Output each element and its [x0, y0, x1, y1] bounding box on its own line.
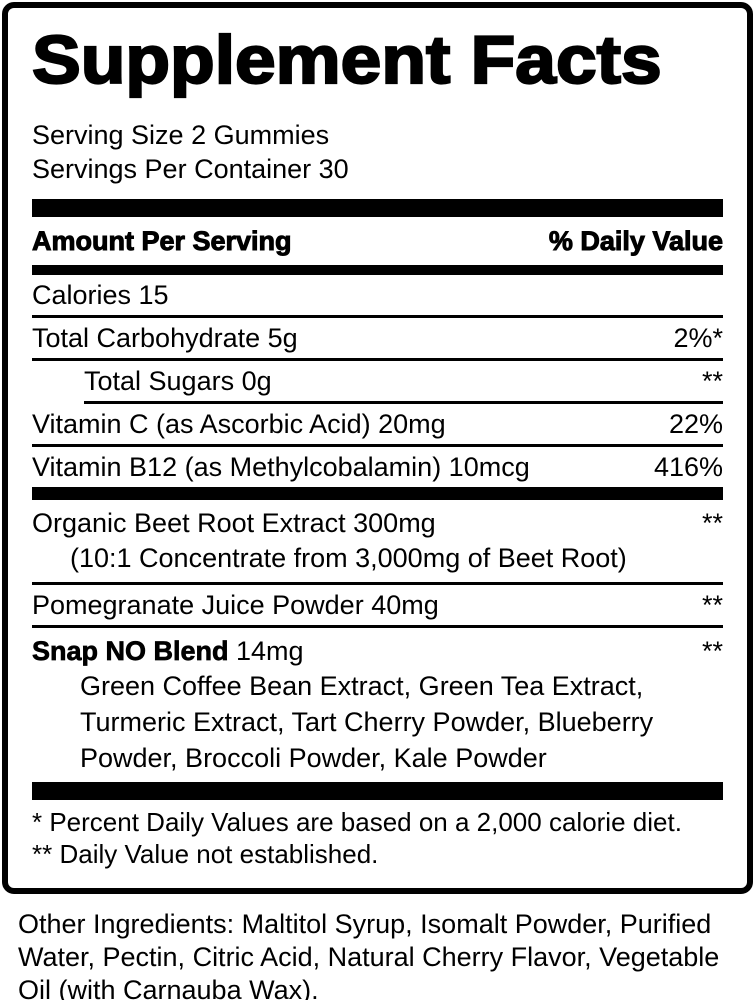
nutrient-value: **	[701, 366, 723, 396]
blend-ingredients: Green Coffee Bean Extract, Green Tea Ext…	[80, 671, 654, 773]
nutrient-value: 22%	[668, 409, 723, 439]
divider-thick-middle	[32, 487, 723, 500]
nutrient-row-total-carbohydrate: Total Carbohydrate 5g 2%*	[32, 318, 723, 358]
footnotes: * Percent Daily Values are based on a 2,…	[32, 806, 723, 870]
divider-medium	[32, 265, 723, 275]
divider-thin	[32, 625, 723, 628]
daily-value-header: % Daily Value	[548, 226, 723, 257]
panel-title: Supplement Facts	[31, 22, 663, 98]
nutrient-name: Total Carbohydrate 5g	[32, 323, 298, 353]
nutrient-value: 416%	[653, 452, 723, 482]
footnote-daily-value: * Percent Daily Values are based on a 2,…	[32, 807, 682, 837]
nutrient-name: Vitamin C (as Ascorbic Acid) 20mg	[32, 409, 446, 439]
divider-thin	[32, 582, 723, 585]
supplement-facts-panel: Supplement Facts Serving Size 2 Gummies …	[2, 2, 753, 894]
footnote-not-established: ** Daily Value not established.	[32, 839, 379, 869]
divider-thin	[32, 358, 723, 361]
nutrient-value: **	[701, 508, 723, 538]
nutrient-value: 2%*	[673, 323, 723, 353]
nutrient-row-pomegranate: Pomegranate Juice Powder 40mg **	[32, 585, 723, 625]
divider-thin	[32, 315, 723, 318]
nutrient-value: **	[701, 636, 723, 666]
column-header-row: Amount Per Serving % Daily Value	[32, 217, 724, 265]
nutrient-name: Snap NO Blend 14mg	[32, 634, 304, 668]
nutrient-row-total-sugars: Total Sugars 0g **	[32, 361, 723, 401]
divider-thin	[32, 444, 723, 447]
nutrient-row-beet-root: Organic Beet Root Extract 300mg ** (10:1…	[32, 500, 723, 582]
blend-name: Snap NO Blend	[32, 636, 229, 667]
nutrient-name: Calories 15	[32, 280, 169, 310]
blend-amount: 14mg	[228, 636, 304, 666]
serving-size: Serving Size 2 Gummies	[32, 120, 330, 150]
nutrient-name: Pomegranate Juice Powder 40mg	[32, 590, 439, 620]
nutrient-value: **	[701, 590, 723, 620]
nutrient-row-snap-no-blend: Snap NO Blend 14mg ** Green Coffee Bean …	[32, 628, 723, 782]
amount-per-serving-header: Amount Per Serving	[32, 226, 293, 257]
nutrient-row-vitamin-c: Vitamin C (as Ascorbic Acid) 20mg 22%	[32, 404, 723, 444]
nutrient-name: Organic Beet Root Extract 300mg	[32, 508, 436, 538]
divider-thick-bottom	[32, 782, 723, 800]
nutrient-name: Vitamin B12 (as Methylcobalamin) 10mcg	[32, 452, 530, 482]
servings-per-container: Servings Per Container 30	[32, 154, 349, 184]
other-ingredients: Other Ingredients: Maltitol Syrup, Isoma…	[18, 909, 720, 1000]
nutrient-row-vitamin-b12: Vitamin B12 (as Methylcobalamin) 10mcg 4…	[32, 447, 723, 487]
nutrient-detail: (10:1 Concentrate from 3,000mg of Beet R…	[70, 543, 627, 573]
divider-thick-top	[32, 199, 723, 217]
nutrient-row-calories: Calories 15	[32, 275, 723, 315]
serving-info: Serving Size 2 Gummies Servings Per Cont…	[32, 118, 723, 186]
divider-thin-indented	[84, 401, 723, 404]
nutrient-name: Total Sugars 0g	[84, 366, 272, 396]
